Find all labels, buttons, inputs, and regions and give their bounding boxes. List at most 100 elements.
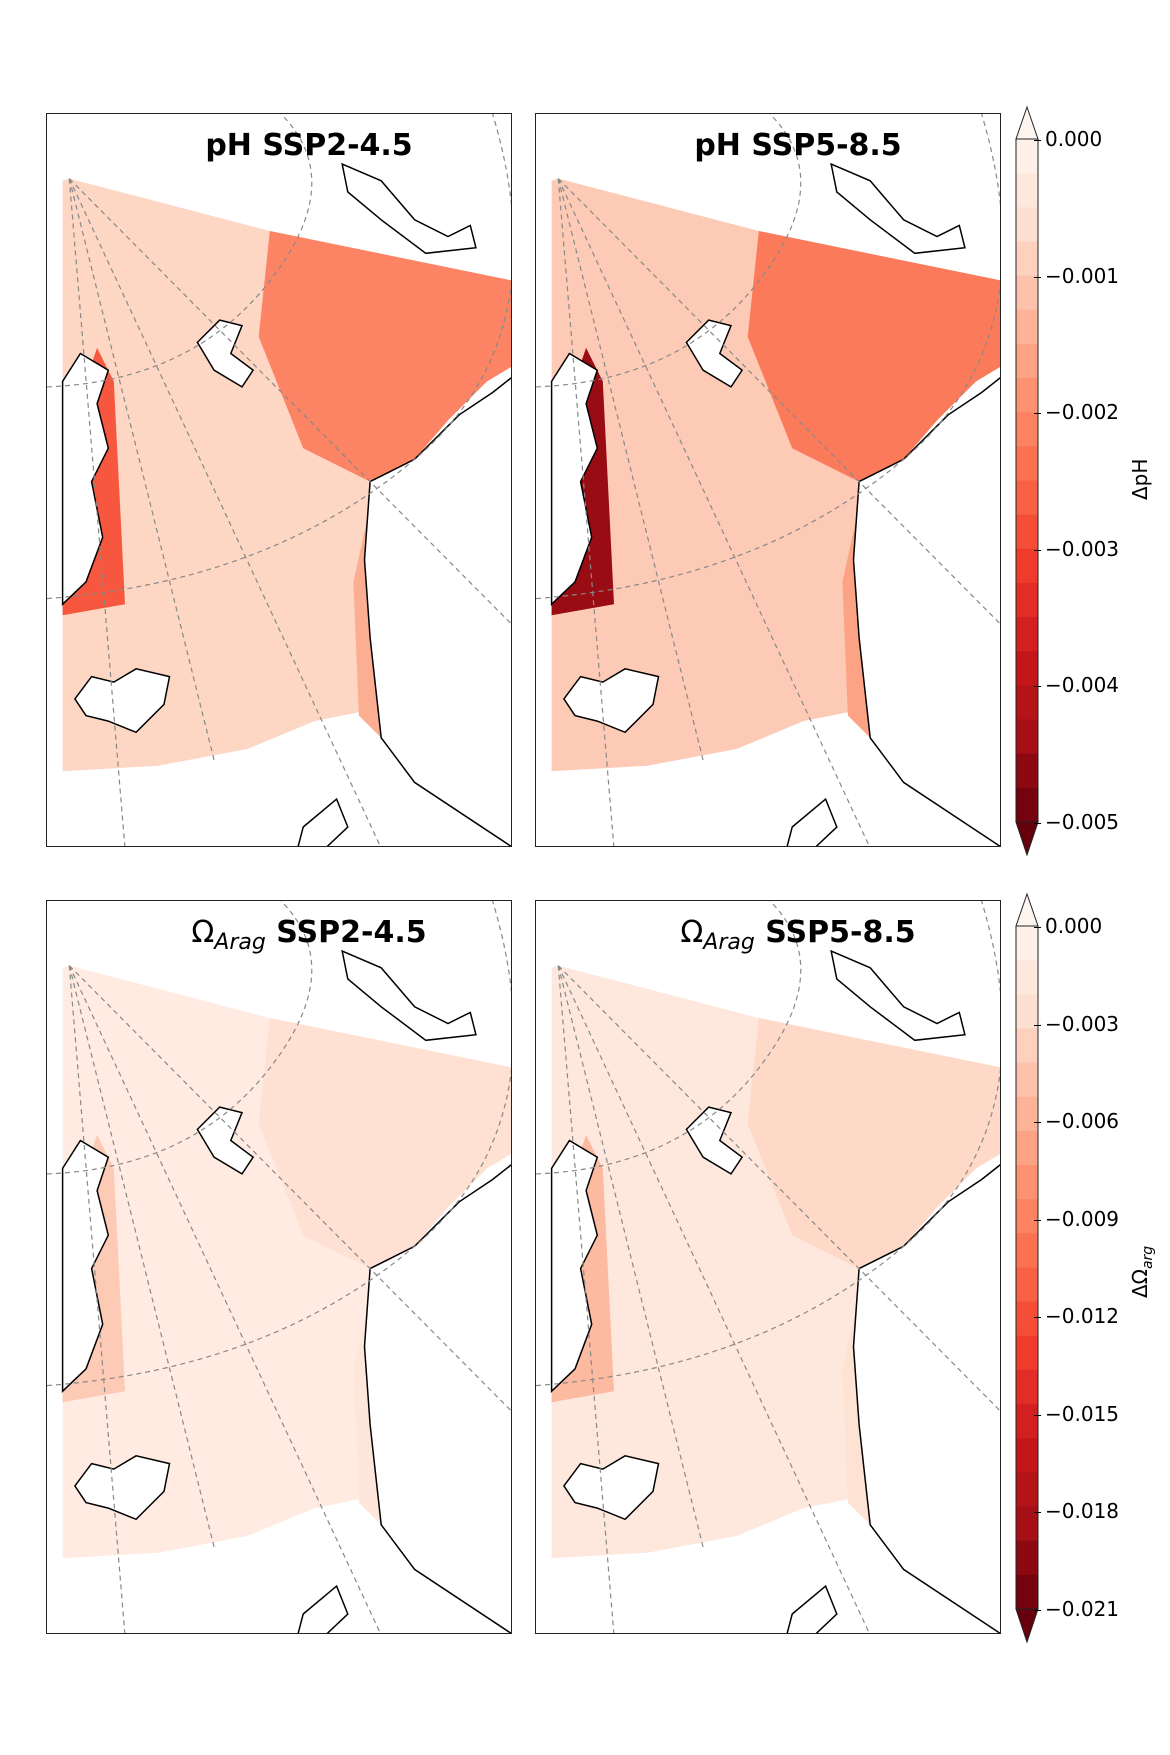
colorbar-band — [1016, 412, 1038, 447]
data-field-barents-sea — [258, 231, 511, 482]
parallel-gridline — [47, 901, 511, 1387]
colorbar-band — [1016, 926, 1038, 961]
meridian-gridline — [557, 965, 704, 1548]
colorbar-band — [1016, 582, 1038, 618]
parallel-gridline — [536, 114, 1000, 600]
map-panel-omega-ssp585: ΩArag SSP5-8.5 — [535, 900, 1001, 1634]
panel-title: ΩArag SSP5-8.5 — [680, 915, 916, 955]
iceland-coastline — [562, 668, 660, 734]
parallel-gridline — [536, 901, 1000, 1387]
colorbar-band — [1016, 651, 1038, 686]
colorbar-extend-max — [1015, 105, 1039, 140]
colorbar-extend-max — [1015, 892, 1039, 927]
colorbar-tick: 0.000 — [1045, 914, 1103, 938]
colorbar-band — [1016, 1540, 1038, 1576]
data-field-barents-sea — [747, 1018, 1000, 1269]
colorbar-tick: −0.018 — [1045, 1499, 1120, 1524]
colorbar-band — [1016, 685, 1038, 721]
colorbar-band — [1016, 1130, 1038, 1166]
colorbar-band — [1016, 787, 1038, 823]
map-svg — [47, 114, 511, 846]
colorbar-band — [1016, 548, 1038, 584]
colorbar-band — [1016, 753, 1038, 789]
scandinavia-coastline — [852, 377, 1000, 846]
map-panel-omega-ssp245: ΩArag SSP2-4.5 — [46, 900, 512, 1634]
colorbar-tick: −0.001 — [1045, 263, 1120, 288]
iceland-coastline — [73, 1455, 171, 1521]
novaya-zemlya-coastline — [830, 949, 966, 1042]
parallel-gridline — [47, 114, 511, 600]
colorbar-band — [1016, 446, 1038, 481]
colorbar-extend-min — [1015, 1608, 1039, 1644]
meridian-gridline — [68, 965, 215, 1548]
scandinavia-coastline — [363, 1164, 511, 1633]
colorbar-band — [1016, 309, 1038, 345]
british-isles-coastline — [786, 1584, 838, 1633]
colorbar-tick: −0.009 — [1045, 1206, 1120, 1231]
colorbar-band — [1016, 1267, 1038, 1303]
colorbar-band — [1016, 1369, 1038, 1405]
british-isles-coastline — [786, 797, 838, 846]
colorbar-band — [1016, 994, 1038, 1029]
data-field-barents-sea — [258, 1018, 511, 1269]
colorbar-band — [1016, 1028, 1038, 1064]
map-svg — [536, 114, 1000, 846]
colorbar-tick: −0.021 — [1045, 1597, 1120, 1621]
colorbar-band — [1016, 1062, 1038, 1098]
novaya-zemlya-coastline — [341, 949, 477, 1042]
colorbar-band — [1016, 241, 1038, 277]
colorbar-band — [1016, 207, 1038, 242]
meridian-gridline — [557, 178, 1000, 625]
colorbar-outline — [1015, 138, 1039, 823]
colorbar-band — [1016, 480, 1038, 516]
colorbar-band — [1016, 1165, 1038, 1200]
data-field-barents-sea — [747, 231, 1000, 482]
colorbar-outline — [1015, 925, 1039, 1610]
meridian-gridline — [68, 178, 126, 846]
colorbar-band — [1016, 139, 1038, 174]
meridian-gridline — [68, 965, 381, 1633]
british-isles-coastline — [297, 797, 349, 846]
parallel-gridline — [536, 114, 802, 388]
colorbar-label-omega: ΔΩarg — [1128, 1245, 1156, 1298]
parallel-gridline — [47, 114, 313, 388]
colorbar-tick: −0.012 — [1045, 1304, 1120, 1329]
colorbar-tick: −0.005 — [1045, 810, 1120, 834]
colorbar-band — [1016, 1506, 1038, 1542]
colorbar-band — [1016, 1404, 1038, 1439]
colorbar-band — [1016, 343, 1038, 379]
colorbar-band — [1016, 514, 1038, 550]
greenland-coastline — [550, 352, 599, 606]
colorbar-tick: −0.003 — [1045, 536, 1120, 561]
colorbar-band — [1016, 1335, 1038, 1371]
colorbar-band — [1016, 275, 1038, 311]
scandinavia-coastline — [852, 1164, 1000, 1633]
map-panel-ph-ssp585: pH SSP5-8.5 — [535, 113, 1001, 847]
parallel-gridline — [536, 901, 802, 1175]
colorbar-band — [1016, 719, 1038, 755]
colorbar-tick: −0.004 — [1045, 673, 1120, 698]
colorbar-tick: 0.000 — [1045, 127, 1103, 151]
colorbar-band — [1016, 960, 1038, 995]
colorbar-tick: −0.015 — [1045, 1401, 1120, 1426]
meridian-gridline — [557, 178, 704, 761]
panel-title: ΩArag SSP2-4.5 — [191, 915, 427, 955]
british-isles-coastline — [297, 1584, 349, 1633]
colorbar-extend-min — [1015, 821, 1039, 857]
colorbar-band — [1016, 173, 1038, 208]
panel-title: pH SSP2-4.5 — [205, 128, 413, 163]
panel-title: pH SSP5-8.5 — [694, 128, 902, 163]
colorbar-ph — [1015, 105, 1039, 857]
novaya-zemlya-coastline — [830, 162, 966, 255]
novaya-zemlya-coastline — [341, 162, 477, 255]
scandinavia-coastline — [363, 377, 511, 846]
iceland-coastline — [73, 668, 171, 734]
colorbar-tick: −0.006 — [1045, 1109, 1120, 1134]
colorbar-tick: −0.002 — [1045, 400, 1120, 425]
meridian-gridline — [557, 965, 615, 1633]
meridian-gridline — [557, 965, 1000, 1412]
colorbar-band — [1016, 1301, 1038, 1337]
colorbar-label-ph: ΔpH — [1128, 458, 1152, 500]
meridian-gridline — [557, 178, 615, 846]
map-svg — [536, 901, 1000, 1633]
